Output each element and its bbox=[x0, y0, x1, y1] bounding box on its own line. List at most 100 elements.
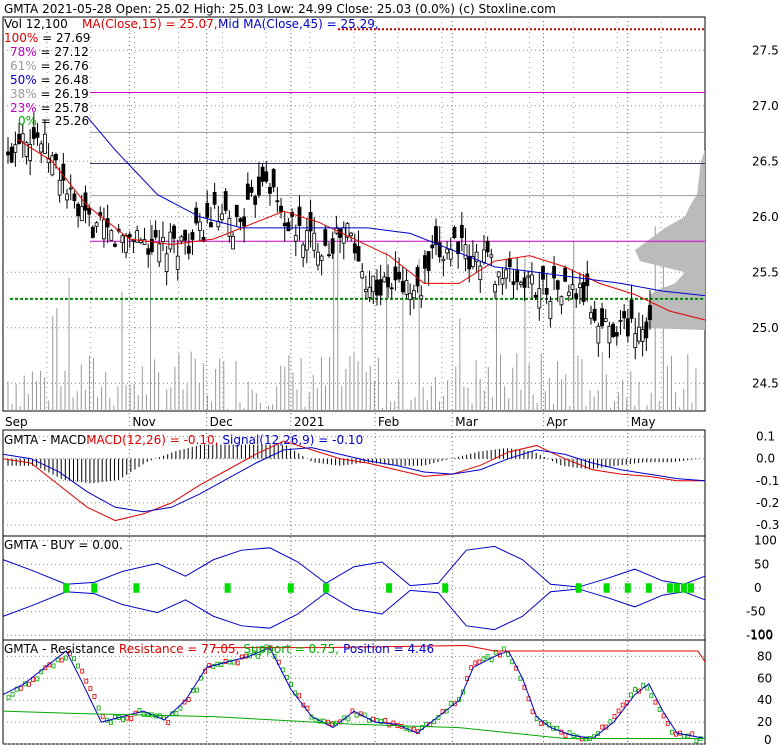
candle-body bbox=[205, 202, 210, 218]
position-mark bbox=[256, 653, 261, 659]
position-mark bbox=[608, 719, 613, 725]
candle-body bbox=[312, 232, 317, 251]
candle-body bbox=[426, 251, 431, 272]
candle-body bbox=[500, 278, 505, 285]
candle-body bbox=[356, 245, 361, 262]
candle-body bbox=[345, 223, 350, 238]
position-mark bbox=[51, 663, 56, 669]
buy-y-tick: -50 bbox=[746, 605, 766, 619]
candle-body bbox=[382, 276, 387, 283]
candle-body bbox=[227, 217, 232, 237]
candle-body bbox=[485, 240, 490, 253]
candle-body bbox=[153, 230, 158, 238]
buy-y-tick: 50 bbox=[754, 557, 769, 571]
grid-layer bbox=[3, 17, 705, 745]
buy-signal-marker bbox=[224, 583, 231, 593]
volume-label: Vol 12,100 bbox=[4, 17, 68, 31]
candle-body bbox=[238, 218, 243, 223]
position-mark bbox=[448, 700, 453, 706]
res-y-tick: 80 bbox=[757, 649, 772, 663]
candle-body bbox=[13, 144, 18, 153]
buy-signal-marker bbox=[133, 583, 140, 593]
candle-body bbox=[400, 280, 405, 293]
position-mark bbox=[35, 676, 40, 682]
position-mark bbox=[485, 654, 490, 660]
candle-body bbox=[611, 323, 616, 338]
position-mark bbox=[285, 674, 289, 680]
position-mark bbox=[96, 705, 101, 711]
position-mark bbox=[252, 650, 257, 656]
candle-body bbox=[316, 251, 320, 266]
candle-body bbox=[482, 249, 486, 263]
macd-layer bbox=[2, 440, 706, 522]
position-mark bbox=[31, 677, 35, 682]
candle-body bbox=[179, 236, 184, 242]
candle-body bbox=[448, 248, 453, 260]
chart-header: GMTA 2021-05-28 Open: 25.02 High: 25.03 … bbox=[4, 2, 556, 16]
volume-profile bbox=[635, 150, 705, 330]
candle-body bbox=[437, 242, 442, 258]
position-mark bbox=[493, 649, 498, 655]
candle-body bbox=[600, 308, 604, 327]
candle-body bbox=[293, 235, 298, 242]
candle-body bbox=[279, 205, 283, 213]
candle-body bbox=[131, 239, 136, 242]
candle-body bbox=[530, 274, 534, 285]
support-line bbox=[2, 710, 705, 740]
position-mark bbox=[461, 689, 465, 695]
candle-body bbox=[625, 318, 630, 337]
candle-body bbox=[186, 245, 191, 254]
axis-layer: Sep Nov Dec 2021 Feb Mar Apr May 27.5 27.0 26.5 26.… bbox=[5, 43, 779, 745]
position-mark bbox=[166, 720, 171, 726]
candle-body bbox=[467, 255, 472, 270]
position-mark bbox=[633, 687, 637, 692]
buy-signal-marker bbox=[322, 583, 329, 593]
candle-body bbox=[614, 332, 619, 337]
candle-body bbox=[474, 251, 479, 263]
fib-labels: 100% = 27.69 78% = 27.12 61% = 26.76 50%… bbox=[4, 31, 90, 128]
candle-body bbox=[411, 290, 416, 299]
buy-envelope-upper bbox=[2, 545, 706, 588]
position-mark bbox=[325, 719, 330, 725]
position-mark bbox=[248, 653, 252, 659]
candle-body bbox=[441, 258, 446, 261]
position-mark bbox=[669, 729, 674, 735]
candle-body bbox=[183, 229, 188, 241]
candle-body bbox=[341, 227, 346, 244]
position-mark bbox=[129, 716, 134, 721]
candle-body bbox=[640, 329, 645, 342]
candle-body bbox=[585, 273, 590, 287]
ma15-label: MA(Close,15) = 25.07, bbox=[82, 17, 218, 31]
buy-title: GMTA - BUY = 0.00. bbox=[4, 538, 123, 552]
position-mark bbox=[641, 682, 646, 688]
position-mark bbox=[125, 715, 130, 721]
position-mark bbox=[661, 713, 666, 719]
candle-body bbox=[434, 226, 438, 245]
candle-body bbox=[79, 206, 84, 222]
price-y-tick: 25.0 bbox=[752, 321, 779, 335]
candle-body bbox=[17, 133, 21, 145]
resistance-title: GMTA - Resistance Resistance = 77.05, Supp… bbox=[4, 642, 434, 656]
position-mark bbox=[207, 663, 212, 668]
candle-body bbox=[268, 186, 272, 194]
price-y-tick: 26.0 bbox=[752, 210, 779, 224]
candle-body bbox=[260, 166, 265, 182]
candle-body bbox=[559, 296, 564, 306]
buy-layer bbox=[2, 545, 706, 631]
buy-signal-marker bbox=[442, 583, 449, 593]
candle-body bbox=[31, 127, 36, 139]
res-y-tick: 40 bbox=[757, 693, 772, 707]
candle-body bbox=[175, 255, 180, 270]
res-y-tick: 0 bbox=[764, 733, 772, 745]
position-mark bbox=[657, 707, 662, 712]
candle-body bbox=[65, 193, 69, 201]
candle-body bbox=[555, 280, 560, 290]
position-mark bbox=[645, 685, 650, 691]
price-y-tick: 25.5 bbox=[752, 265, 779, 279]
price-y-tick: 26.5 bbox=[752, 154, 779, 168]
candle-body bbox=[323, 229, 328, 246]
candle-body bbox=[304, 230, 309, 251]
candle-body bbox=[113, 243, 117, 247]
candle-body bbox=[419, 295, 424, 300]
candle-body bbox=[552, 266, 556, 279]
